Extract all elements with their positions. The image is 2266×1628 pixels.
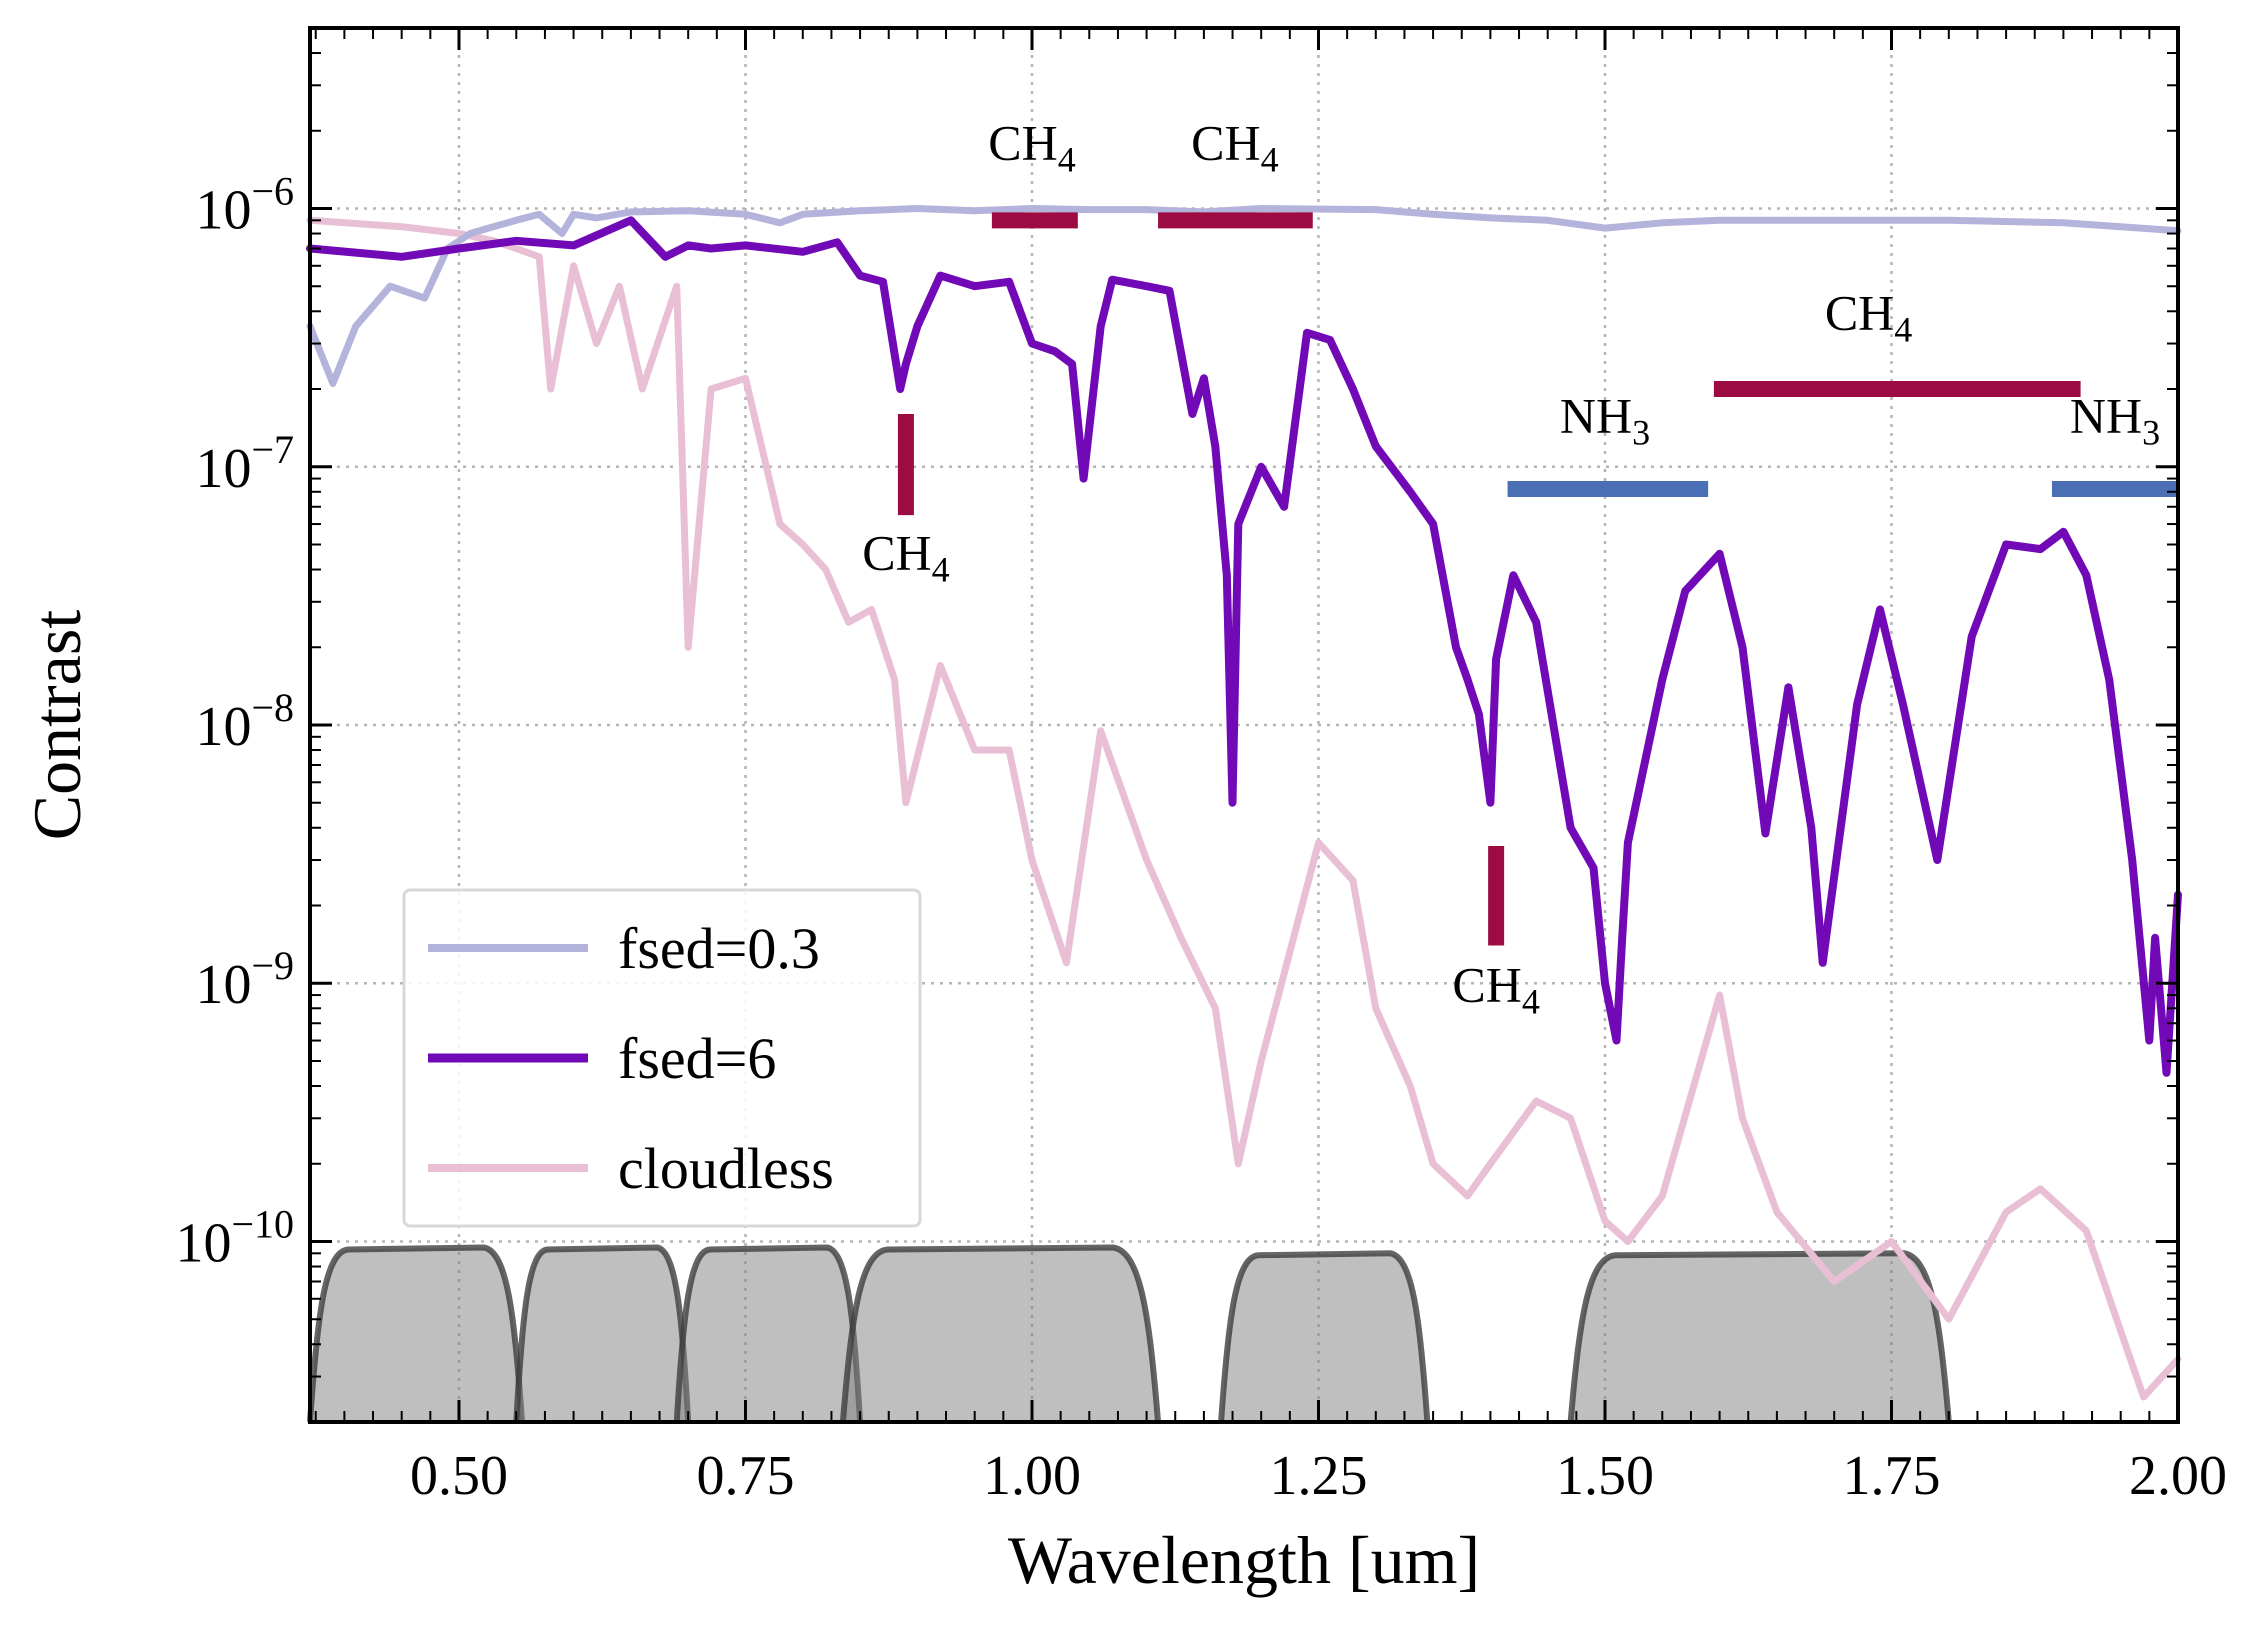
filter-band bbox=[1567, 1250, 1952, 1423]
filter-bands bbox=[307, 1244, 1952, 1423]
x-tick-label: 1.75 bbox=[1842, 1445, 1940, 1507]
y-tick-label: 10−6 bbox=[195, 169, 294, 242]
legend-label: cloudless bbox=[618, 1136, 834, 1201]
axis-ticks bbox=[310, 27, 2180, 1423]
absorption-label: NH3 bbox=[2070, 387, 2160, 452]
x-tick-label: 1.50 bbox=[1556, 1445, 1654, 1507]
y-tick-label: 10−9 bbox=[195, 943, 294, 1016]
x-tick-label: 1.25 bbox=[1269, 1445, 1367, 1507]
filter-band bbox=[307, 1244, 526, 1423]
legend: fsed=0.3 fsed=6 cloudless bbox=[402, 888, 922, 1228]
legend-label: fsed=0.3 bbox=[618, 916, 820, 981]
series-line-fsed-6 bbox=[306, 216, 2182, 1077]
series-lines bbox=[306, 205, 2182, 1401]
legend-label: fsed=6 bbox=[618, 1026, 776, 1091]
filter-band bbox=[1218, 1250, 1431, 1423]
x-tick-label: 0.75 bbox=[696, 1445, 794, 1507]
y-tick-label: 10−10 bbox=[175, 1201, 294, 1274]
x-tick-label: 2.00 bbox=[2129, 1445, 2227, 1507]
filter-band bbox=[839, 1244, 1162, 1423]
absorption-label: CH4 bbox=[862, 525, 949, 590]
series-line-cloudless bbox=[306, 216, 2182, 1401]
y-tick-label: 10−7 bbox=[195, 427, 294, 500]
absorption-label: NH3 bbox=[1560, 387, 1650, 452]
filter-band bbox=[513, 1244, 692, 1423]
absorption-label: CH4 bbox=[1825, 285, 1912, 350]
tick-labels: 0.50 0.75 1.00 1.25 1.50 1.75 2.00 10−10 10−9 10−… bbox=[175, 169, 2227, 1507]
x-tick-label: 0.50 bbox=[410, 1445, 508, 1507]
y-tick-label: 10−8 bbox=[195, 685, 294, 758]
absorption-annotations: CH4 CH4 CH4 CH4 CH4 NH3 NH3 bbox=[862, 114, 2178, 1021]
absorption-label: CH4 bbox=[1452, 956, 1539, 1021]
x-tick-label: 1.00 bbox=[983, 1445, 1081, 1507]
absorption-label: CH4 bbox=[1191, 114, 1278, 179]
series-line-fsed-0-3 bbox=[306, 205, 2182, 387]
legend-box bbox=[402, 888, 922, 1228]
filter-band bbox=[673, 1244, 864, 1423]
absorption-label: CH4 bbox=[988, 114, 1075, 179]
y-axis-title: Contrast bbox=[19, 610, 95, 841]
x-axis-title: Wavelength [um] bbox=[1008, 1522, 1480, 1598]
